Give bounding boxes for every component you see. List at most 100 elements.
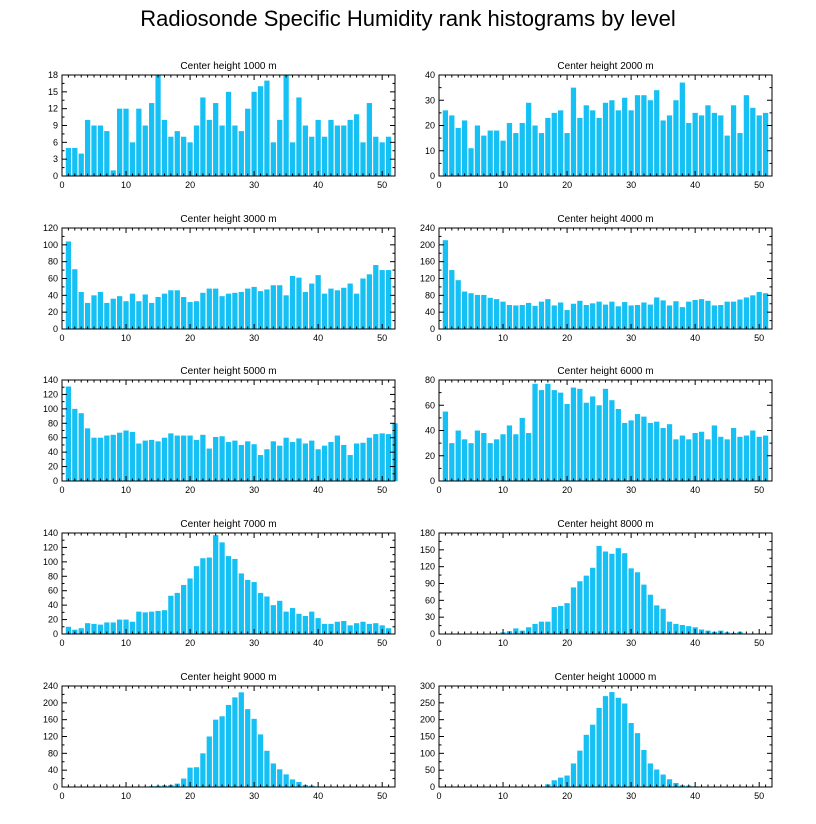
histogram-bar xyxy=(353,114,360,176)
histogram-bar xyxy=(187,435,193,481)
histogram-bar xyxy=(481,433,487,481)
y-tick-label: 60 xyxy=(425,595,435,605)
histogram-bar xyxy=(730,427,737,481)
histogram-bar xyxy=(84,428,91,481)
histogram-panel-10: Center height 10000 m 0 10 20 30 40 50 0 50 100 15… xyxy=(420,672,773,801)
histogram-bar xyxy=(353,293,360,329)
histogram-bar xyxy=(545,299,551,329)
histogram-bar xyxy=(449,443,455,481)
x-tick-label: 30 xyxy=(626,638,636,648)
y-tick-label: 40 xyxy=(425,70,435,80)
y-tick-label: 6 xyxy=(53,137,58,147)
histogram-bar xyxy=(321,445,328,481)
x-tick-label: 0 xyxy=(59,333,64,343)
histogram-bar xyxy=(570,303,577,329)
x-tick-label: 30 xyxy=(249,333,259,343)
histogram-bar xyxy=(532,305,538,329)
histogram-bar xyxy=(104,131,110,176)
histogram-bar xyxy=(91,295,97,329)
y-tick-label: 20 xyxy=(48,615,58,625)
histogram-bar xyxy=(583,734,589,787)
histogram-panel-4: Center height 4000 m 0 10 20 30 40 50 0 40 80 120 1… xyxy=(420,214,773,343)
x-tick-label: 20 xyxy=(185,180,195,190)
histogram-bar xyxy=(666,424,673,481)
y-tick-label: 20 xyxy=(425,121,435,131)
histogram-bar xyxy=(65,386,72,481)
histogram-bar xyxy=(590,110,596,176)
histogram-bar xyxy=(449,115,455,176)
histogram-bar xyxy=(181,584,187,634)
histogram-bar xyxy=(257,734,264,787)
histogram-bar xyxy=(142,125,148,176)
y-tick-label: 20 xyxy=(48,307,58,317)
histogram-bar xyxy=(136,611,142,634)
histogram-bar xyxy=(225,91,232,176)
histogram-bar xyxy=(634,572,641,634)
histogram-bar xyxy=(117,619,123,634)
y-tick-label: 180 xyxy=(420,528,435,538)
histogram-bar xyxy=(532,125,538,176)
x-tick-label: 40 xyxy=(690,485,700,495)
histogram-bar xyxy=(283,75,289,176)
histogram-bar xyxy=(117,108,123,176)
x-tick-label: 0 xyxy=(59,485,64,495)
histogram-bar xyxy=(679,82,685,176)
histogram-bar xyxy=(570,587,577,634)
histogram-bar xyxy=(142,612,148,634)
histogram-bar xyxy=(200,753,206,787)
histogram-bar xyxy=(328,288,334,329)
histogram-bar xyxy=(315,275,321,329)
histogram-bar xyxy=(302,291,308,329)
histogram-bar xyxy=(570,387,577,481)
y-tick-label: 40 xyxy=(48,765,58,775)
histogram-bar xyxy=(743,95,750,176)
histogram-bar xyxy=(730,301,737,329)
histogram-bar xyxy=(245,108,251,176)
y-tick-label: 120 xyxy=(43,389,58,399)
histogram-bar xyxy=(251,444,257,481)
panel-title: Center height 1000 m xyxy=(180,61,276,72)
y-tick-label: 40 xyxy=(48,290,58,300)
histogram-bar xyxy=(743,297,750,329)
histogram-bar xyxy=(686,122,692,176)
x-tick-label: 30 xyxy=(249,485,259,495)
histogram-bar xyxy=(666,305,673,329)
histogram-bar xyxy=(238,573,244,634)
histogram-bar xyxy=(309,611,315,634)
histogram-bar xyxy=(615,548,621,634)
y-tick-label: 120 xyxy=(43,542,58,552)
x-tick-label: 40 xyxy=(313,791,323,801)
histogram-bar xyxy=(698,299,705,329)
histogram-bar xyxy=(385,434,392,481)
histogram-bar xyxy=(673,439,679,481)
y-tick-label: 160 xyxy=(420,257,435,267)
histogram-bar xyxy=(686,301,692,329)
histogram-bar xyxy=(698,115,705,176)
histogram-bar xyxy=(360,621,366,634)
histogram-bar xyxy=(366,103,373,176)
histogram-panel-3: Center height 3000 m 0 10 20 30 40 50 0 20 40 60 80… xyxy=(43,214,396,343)
histogram-bar xyxy=(341,444,347,481)
histogram-bar xyxy=(373,434,379,481)
histogram-bar xyxy=(78,628,84,634)
histogram-bar xyxy=(283,295,289,329)
histogram-bar xyxy=(551,607,557,634)
histogram-bar xyxy=(461,120,468,176)
histogram-bar xyxy=(104,302,110,329)
histogram-bar xyxy=(315,618,321,634)
histogram-bar xyxy=(756,436,762,481)
histogram-bar xyxy=(251,718,257,787)
y-tick-label: 18 xyxy=(48,70,58,80)
histogram-bar xyxy=(724,439,730,481)
histogram-bar xyxy=(487,297,493,329)
x-tick-label: 0 xyxy=(59,180,64,190)
histogram-bar xyxy=(213,719,219,787)
histogram-bar xyxy=(538,390,545,481)
x-tick-label: 20 xyxy=(185,791,195,801)
histogram-bar xyxy=(219,716,225,787)
histogram-bar xyxy=(78,413,84,481)
histogram-bar xyxy=(596,117,602,176)
histogram-bar xyxy=(149,439,155,481)
histogram-bar xyxy=(461,439,468,481)
y-tick-label: 100 xyxy=(43,404,58,414)
